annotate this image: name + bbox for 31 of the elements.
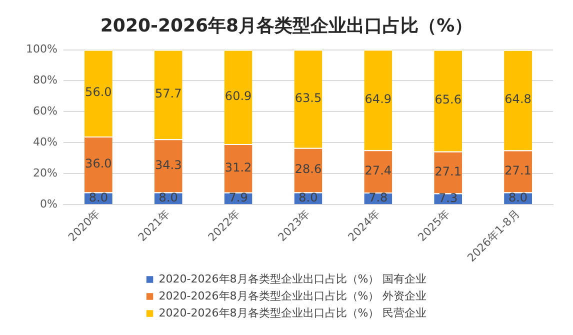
data-label: 8.0 — [158, 190, 178, 204]
data-label: 57.7 — [154, 86, 182, 101]
data-label: 65.6 — [434, 92, 462, 107]
data-label: 8.0 — [88, 190, 108, 204]
y-tick-label: 40% — [32, 136, 58, 149]
data-label: 27.1 — [434, 164, 462, 178]
data-label: 60.9 — [224, 89, 252, 104]
data-label: 63.5 — [294, 90, 322, 105]
data-label: 8.0 — [298, 190, 318, 204]
data-label: 56.0 — [85, 85, 112, 100]
data-label: 34.3 — [154, 158, 182, 172]
y-tick-label: 80% — [32, 74, 58, 87]
data-label: 28.6 — [294, 162, 322, 176]
legend-label: 2020-2026年8月各类型企业出口占比（%） 国有企业 — [158, 272, 427, 286]
data-label: 7.8 — [368, 190, 388, 204]
y-tick-label: 0% — [40, 197, 58, 210]
data-label: 27.1 — [504, 163, 532, 178]
y-tick-label: 60% — [32, 104, 58, 118]
legend-label: 2020-2026年8月各类型企业出口占比（%） 民营企业 — [158, 306, 427, 320]
data-label: 8.0 — [508, 190, 528, 204]
legend-label: 2020-2026年8月各类型企业出口占比（%） 外资企业 — [158, 289, 427, 302]
data-label: 7.9 — [228, 190, 248, 204]
data-label: 64.8 — [504, 92, 532, 106]
y-tick-label: 20% — [32, 166, 58, 180]
data-label: 31.2 — [224, 160, 252, 174]
data-label: 7.3 — [438, 190, 458, 205]
data-label: 64.9 — [364, 92, 392, 106]
y-tick-label: 100% — [26, 42, 58, 56]
chart-title: 2020-2026年8月各类型企业出口占比（%） — [100, 15, 473, 36]
data-label: 36.0 — [85, 156, 112, 170]
data-label: 27.4 — [364, 163, 392, 178]
